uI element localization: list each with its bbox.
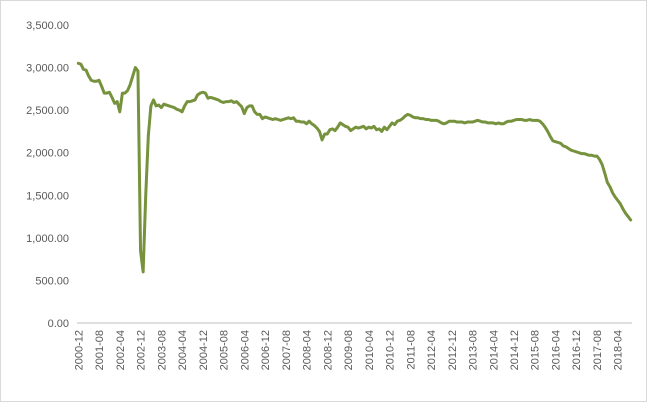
y-tick-label: 2,000.00 — [26, 148, 69, 160]
x-tick-label: 2014-12 — [509, 330, 521, 370]
x-tick-label: 2000-12 — [73, 330, 85, 370]
y-tick-label: 0.00 — [48, 318, 69, 330]
x-tick-label: 2005-08 — [219, 330, 231, 370]
x-tick-label: 2004-12 — [198, 330, 210, 370]
x-tick-label: 2013-08 — [468, 330, 480, 370]
x-tick-label: 2006-04 — [239, 330, 251, 370]
x-tick-label: 2012-12 — [447, 330, 459, 370]
x-tick-label: 2003-08 — [156, 330, 168, 370]
x-tick-label: 2008-04 — [302, 330, 314, 370]
x-tick-label: 2002-04 — [115, 330, 127, 370]
x-tick-label: 2002-12 — [136, 330, 148, 370]
x-tick-label: 2004-04 — [177, 330, 189, 370]
x-tick-label: 2006-12 — [260, 330, 272, 370]
x-tick-label: 2016-12 — [571, 330, 583, 370]
y-tick-label: 1,000.00 — [26, 233, 69, 245]
x-tick-label: 2011-08 — [405, 330, 417, 370]
x-tick-label: 2018-04 — [613, 330, 625, 370]
x-tick-label: 2012-04 — [426, 330, 438, 370]
x-tick-label: 2009-08 — [343, 330, 355, 370]
x-tick-label: 2017-08 — [592, 330, 604, 370]
y-tick-label: 3,500.00 — [26, 20, 69, 32]
x-tick-label: 2015-08 — [530, 330, 542, 370]
line-series — [76, 61, 633, 274]
x-tick-label: 2010-04 — [364, 330, 376, 370]
y-tick-label: 3,000.00 — [26, 63, 69, 75]
y-tick-label: 1,500.00 — [26, 190, 69, 202]
x-tick-label: 2014-04 — [488, 330, 500, 370]
x-tick-label: 2016-04 — [550, 330, 562, 370]
x-tick-label: 2010-12 — [385, 330, 397, 370]
x-tick-label: 2008-12 — [322, 330, 334, 370]
x-tick-label: 2001-08 — [94, 330, 106, 370]
y-tick-label: 2,500.00 — [26, 105, 69, 117]
x-tick-label: 2007-08 — [281, 330, 293, 370]
y-tick-label: 500.00 — [35, 275, 69, 287]
